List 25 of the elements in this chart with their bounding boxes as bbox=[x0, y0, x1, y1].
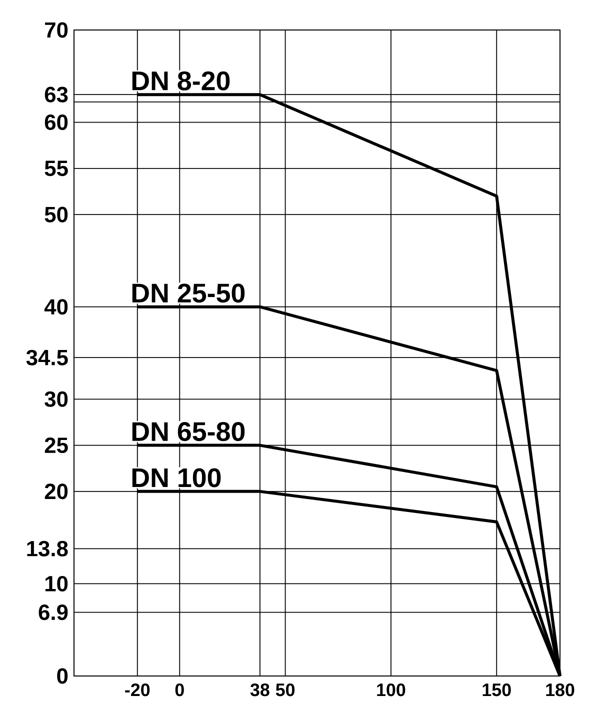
y-tick-label: 10 bbox=[45, 576, 68, 592]
series-label: DN 25-50 bbox=[132, 284, 245, 303]
x-tick-label: 100 bbox=[377, 683, 406, 696]
x-tick-label: -20 bbox=[125, 683, 150, 696]
x-tick-label: 0 bbox=[175, 683, 184, 696]
y-tick-label: 63 bbox=[44, 86, 68, 102]
y-tick-label: 70 bbox=[45, 22, 68, 38]
y-tick-label: 34.5 bbox=[26, 350, 68, 366]
x-tick-label: 38 bbox=[250, 683, 270, 696]
y-tick-label: 40 bbox=[44, 299, 68, 315]
y-tick-label: 55 bbox=[44, 160, 68, 176]
x-tick-label: 180 bbox=[546, 683, 574, 696]
y-tick-label: 60 bbox=[44, 114, 68, 130]
y-tick-label: 6.9 bbox=[38, 604, 68, 620]
y-tick-label: 50 bbox=[44, 206, 68, 222]
series-label: DN 100 bbox=[132, 468, 221, 488]
x-tick-label: 150 bbox=[482, 683, 511, 696]
y-tick-label: 13.8 bbox=[27, 540, 68, 556]
y-tick-label: 30 bbox=[44, 391, 68, 407]
y-tick-label: 0 bbox=[57, 668, 68, 684]
series-label: DN 65-80 bbox=[132, 422, 245, 442]
x-tick-label: 50 bbox=[276, 683, 295, 696]
y-tick-label: 25 bbox=[44, 438, 68, 454]
series-label: DN 8-20 bbox=[132, 71, 230, 90]
y-tick-label: 20 bbox=[44, 484, 68, 500]
